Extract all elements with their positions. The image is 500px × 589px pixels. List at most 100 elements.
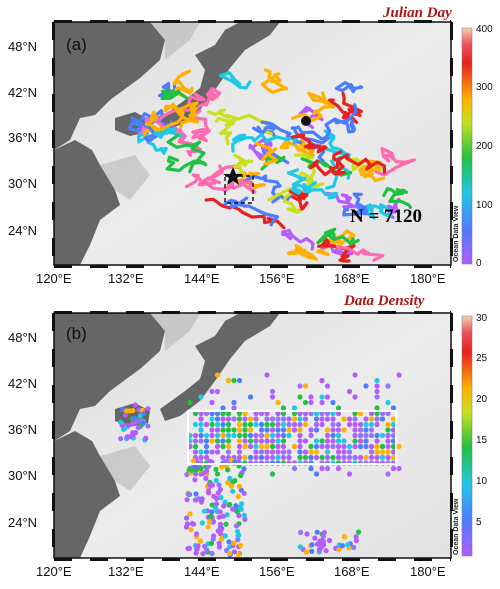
- drifter-track: [359, 203, 393, 220]
- cb-a-tick: 400: [476, 24, 493, 35]
- density-cell: [275, 443, 281, 450]
- density-cell: [280, 432, 287, 439]
- panel-a: (a) N = 7120 Julian Day Ocean Data View …: [8, 5, 493, 286]
- density-cell: [313, 454, 320, 461]
- density-cell: [236, 449, 243, 455]
- density-cell: [385, 443, 391, 450]
- density-cell: [209, 427, 215, 433]
- density-cell: [220, 438, 226, 444]
- density-cell: [269, 454, 276, 461]
- density-cell: [239, 501, 245, 507]
- density-cells: [118, 372, 402, 558]
- density-cell: [228, 483, 235, 489]
- density-cell: [209, 550, 215, 557]
- density-cell: [124, 434, 130, 440]
- density-cell: [312, 535, 318, 541]
- density-cell: [308, 432, 314, 439]
- density-cell: [319, 465, 325, 472]
- colorbar-a-ticks: 400 300 200 100 0: [476, 24, 493, 269]
- density-cell: [308, 465, 314, 472]
- density-cell: [225, 449, 232, 455]
- density-cell: [363, 383, 369, 389]
- density-cell: [187, 511, 193, 517]
- drifter-track: [160, 89, 189, 101]
- density-cell: [308, 427, 314, 433]
- lat-tick: 36°N: [8, 422, 37, 437]
- density-cell: [225, 467, 231, 473]
- density-cell: [253, 421, 259, 428]
- density-cell: [302, 421, 309, 428]
- density-cell: [298, 529, 304, 536]
- density-cell: [236, 377, 243, 384]
- density-cell: [120, 407, 126, 413]
- density-cell: [363, 443, 369, 450]
- density-cell: [236, 410, 243, 417]
- density-cell: [313, 410, 320, 417]
- density-cell: [264, 372, 270, 378]
- density-cell: [209, 399, 215, 406]
- density-cell: [236, 438, 243, 444]
- density-cell: [368, 449, 375, 455]
- drifter-track: [360, 164, 386, 183]
- density-cell: [339, 543, 345, 549]
- density-cell: [324, 427, 331, 433]
- density-cell: [183, 515, 190, 521]
- drifter-track: [324, 191, 356, 209]
- drifter-track: [281, 228, 315, 251]
- colorbar-b-ticks: 30 25 20 15 10 5: [476, 313, 488, 528]
- density-cell: [258, 454, 265, 461]
- density-cell: [357, 438, 364, 444]
- drifter-track: [290, 117, 337, 141]
- density-cell: [341, 443, 347, 450]
- density-cell: [200, 551, 206, 557]
- density-cell: [314, 529, 320, 535]
- map-a-shelf: [100, 22, 200, 200]
- density-cell: [225, 480, 231, 486]
- cb-b-tick: 25: [476, 353, 488, 364]
- density-cell: [390, 405, 397, 411]
- density-cell: [286, 416, 292, 422]
- colorbar-b: [461, 315, 473, 557]
- marker-dot-a: [301, 116, 311, 126]
- density-cell: [357, 410, 364, 417]
- density-cell: [280, 427, 287, 433]
- density-cell: [225, 416, 232, 422]
- density-cell: [335, 454, 342, 461]
- density-cell: [264, 410, 270, 417]
- density-cell: [208, 540, 215, 547]
- drifter-track: [336, 245, 385, 262]
- density-cell: [308, 394, 314, 400]
- density-cell: [184, 471, 190, 478]
- density-cell: [374, 410, 380, 417]
- density-cell: [297, 432, 303, 439]
- count-annotation: N = 7120: [350, 206, 422, 227]
- density-cell: [374, 421, 380, 428]
- density-cell: [346, 388, 353, 395]
- density-cell: [385, 432, 391, 439]
- density-cell: [309, 542, 315, 548]
- density-cell: [242, 421, 248, 428]
- lon-tick: 144°E: [184, 271, 220, 286]
- density-cell: [224, 512, 230, 518]
- density-cell: [231, 549, 237, 555]
- lat-tick: 30°N: [8, 468, 37, 483]
- density-cell: [341, 534, 347, 540]
- density-cell: [346, 416, 353, 422]
- drifter-track: [329, 150, 347, 176]
- density-cell: [319, 394, 325, 400]
- density-cell: [346, 421, 353, 428]
- density-cell: [379, 410, 386, 417]
- lat-tick: 30°N: [8, 176, 37, 191]
- density-cell: [227, 475, 233, 481]
- density-cell: [232, 478, 238, 484]
- density-cell: [269, 421, 276, 428]
- colorbar-a: [461, 27, 473, 265]
- density-cell: [231, 405, 237, 411]
- cb-b-tick: 30: [476, 313, 488, 324]
- density-cell: [291, 405, 298, 411]
- region-box-b: [187, 410, 397, 465]
- density-cell: [324, 454, 331, 461]
- lon-tick: 132°E: [108, 564, 144, 579]
- density-cell: [213, 505, 219, 511]
- density-cell: [264, 427, 270, 433]
